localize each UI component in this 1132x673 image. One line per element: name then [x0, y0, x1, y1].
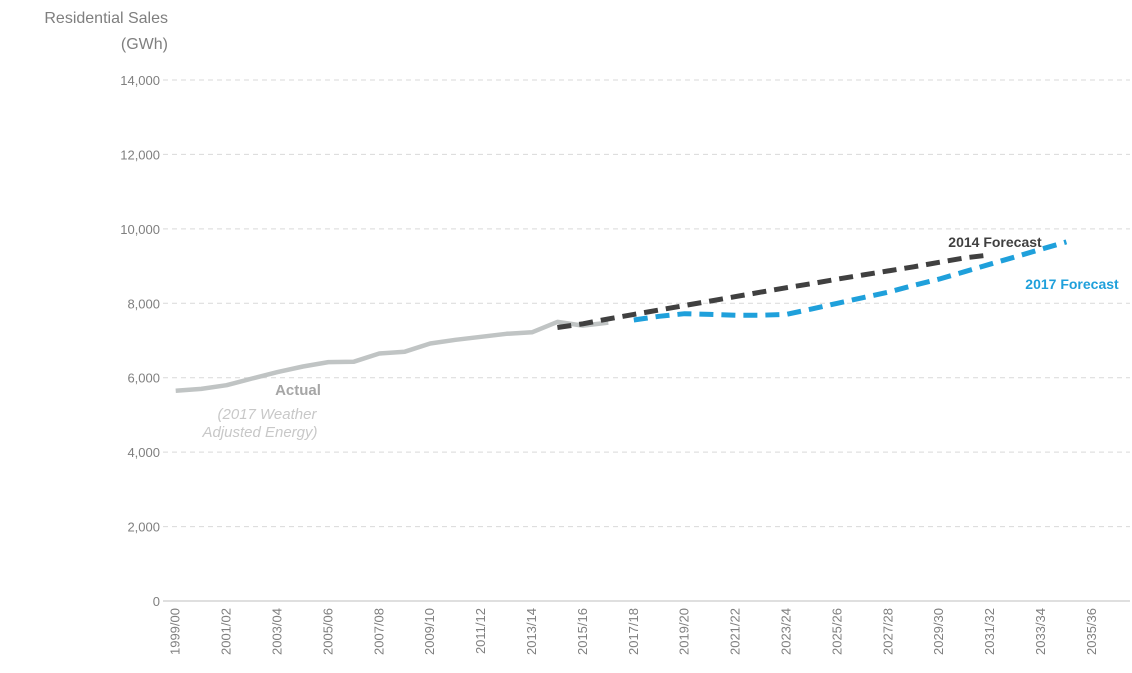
actual-sublabel-line1: (2017 Weather	[218, 406, 318, 423]
x-tick-label: 2011/12	[473, 608, 488, 654]
x-tick-label: 2007/08	[371, 608, 386, 655]
forecast-2017-label: 2017 Forecast	[1025, 276, 1119, 292]
y-tick-label: 12,000	[120, 147, 160, 162]
y-tick-label: 8,000	[127, 296, 160, 311]
actual-label: Actual	[275, 382, 321, 399]
x-tick-label: 2033/34	[1033, 608, 1048, 655]
x-tick-label: 2029/30	[931, 608, 946, 655]
y-tick-label: 14,000	[120, 73, 160, 88]
y-tick-label: 6,000	[127, 371, 160, 386]
forecast-2014-label: 2014 Forecast	[948, 234, 1042, 250]
x-tick-label: 2013/14	[524, 608, 539, 655]
y-axis-title: Residential Sales (GWh)	[8, 6, 168, 58]
series-labels: Actual (2017 Weather Adjusted Energy) 20…	[201, 234, 1119, 441]
x-tick-label: 2031/32	[982, 608, 997, 655]
x-tick-label: 2023/24	[778, 608, 793, 655]
y-tick-label: 4,000	[127, 445, 160, 460]
gridlines	[163, 79, 1130, 528]
series-line-2017-forecast	[633, 239, 1068, 323]
x-tick-label: 2017/18	[626, 608, 641, 655]
x-tick-label: 2027/28	[880, 608, 895, 655]
x-tick-label: 2025/26	[829, 608, 844, 655]
actual-sublabel-line2: Adjusted Energy)	[201, 424, 317, 441]
x-tick-label: 1999/00	[168, 608, 183, 655]
x-tick-label: 2001/02	[219, 608, 234, 655]
y-tick-label: 2,000	[127, 520, 160, 535]
y-tick-label: 10,000	[120, 222, 160, 237]
x-tick-label: 2019/20	[677, 608, 692, 655]
series-line-2014-forecast	[557, 252, 991, 330]
x-tick-label: 2035/36	[1084, 608, 1099, 655]
y-axis-title-line1: Residential Sales	[44, 10, 168, 27]
x-tick-label: 2005/06	[320, 608, 335, 655]
series-line-actual	[175, 319, 609, 393]
y-axis-ticks: 0 2,000 4,000 6,000 8,000 10,000 12,000 14,000	[120, 73, 160, 609]
x-tick-label: 2009/10	[422, 608, 437, 655]
x-tick-label: 2015/16	[575, 608, 590, 655]
x-tick-label: 2003/04	[270, 608, 285, 655]
x-tick-label: 2021/22	[728, 608, 743, 655]
series-lines	[175, 239, 1068, 393]
x-axis-ticks: 1999/00 2001/02 2003/04 2005/06 2007/08 2009/…	[168, 608, 1099, 655]
y-axis-title-line2: (GWh)	[120, 36, 168, 53]
y-tick-label: 0	[153, 594, 160, 609]
